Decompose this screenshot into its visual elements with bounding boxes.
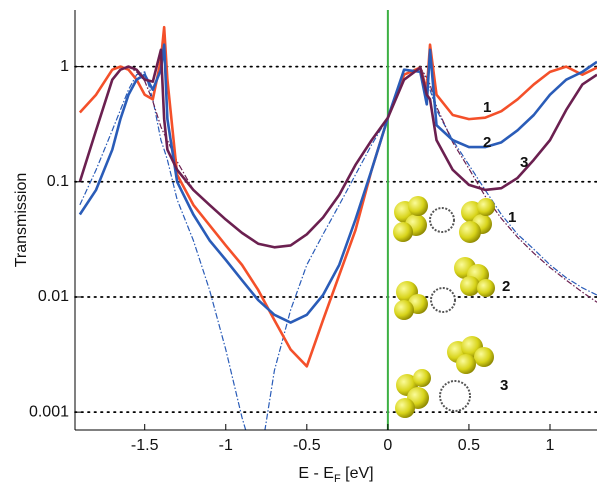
curves [78, 25, 597, 430]
y-tick-label: 0.01 [38, 288, 69, 305]
grid [74, 10, 597, 430]
curve-label: 2 [483, 134, 491, 151]
molecule-2 [394, 257, 495, 320]
series-line [78, 43, 597, 324]
x-tick-label: -1.5 [131, 437, 159, 454]
molecule-1 [393, 196, 495, 243]
x-axis-title: E - EF [eV] [298, 465, 373, 485]
curve-label: 3 [520, 154, 528, 171]
x-tick-label: 0.5 [458, 437, 480, 454]
x-tick-label: -1 [219, 437, 233, 454]
x-axis-title-unit: [eV] [341, 465, 374, 482]
y-tick-label: 0.001 [29, 403, 69, 420]
series-line [78, 25, 597, 368]
inset-label: 1 [508, 209, 516, 226]
x-axis-title-sub: F [334, 473, 341, 485]
y-tick-label: 0.1 [47, 173, 69, 190]
molecule-3 [395, 336, 494, 418]
inset-label: 3 [500, 377, 508, 394]
x-tick-label: -0.5 [293, 437, 321, 454]
inset-label: 2 [502, 278, 510, 295]
x-tick-label: 1 [546, 437, 555, 454]
molecule-insets [393, 196, 495, 418]
x-axis-title-main: E - E [298, 465, 334, 482]
curve-label: 1 [483, 99, 491, 116]
x-tick-label: 0 [383, 437, 392, 454]
y-tick-label: 1 [60, 58, 69, 75]
y-axis-title: Transmission [13, 173, 30, 268]
series-line [78, 48, 597, 249]
